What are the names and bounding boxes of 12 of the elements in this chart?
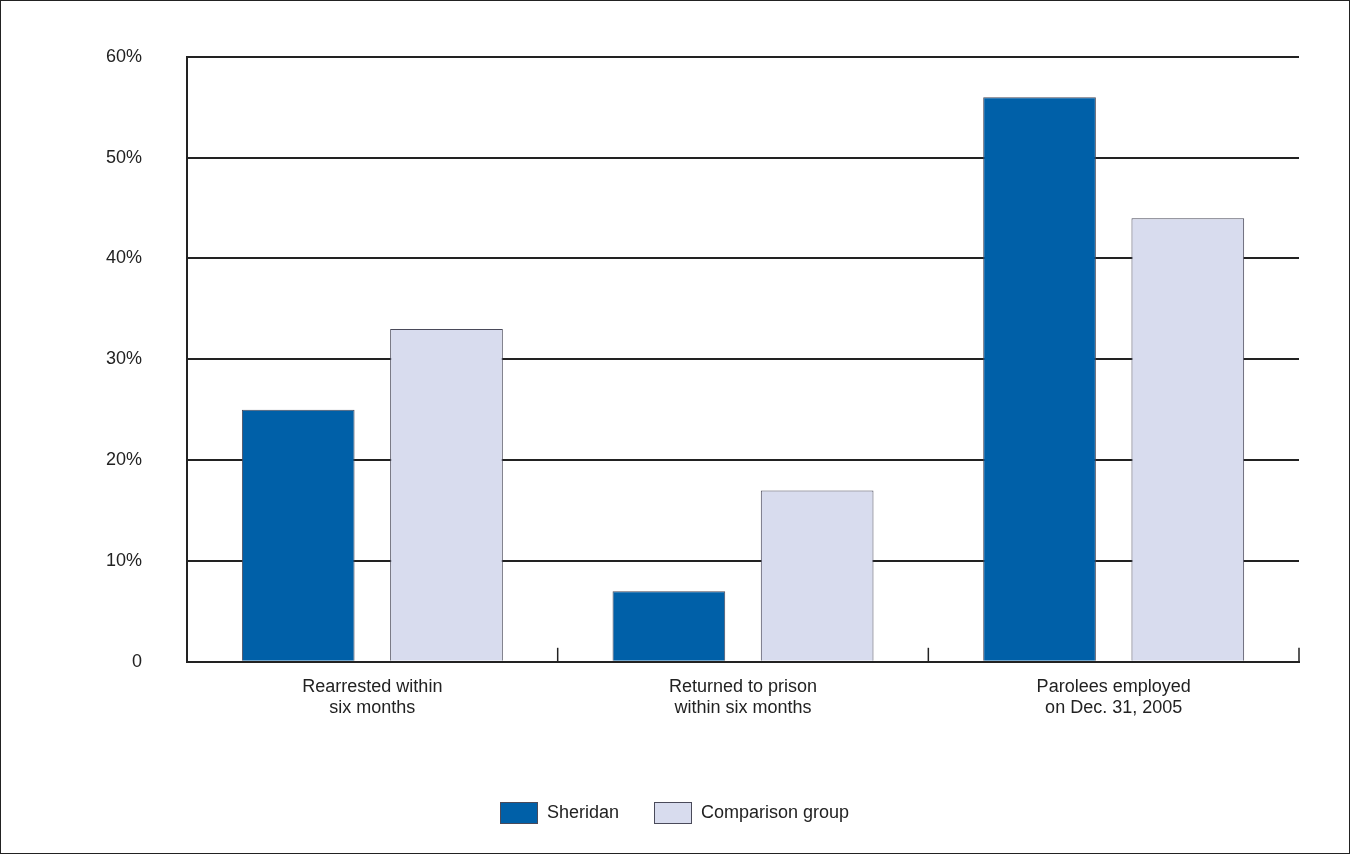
y-tick-label: 20%: [106, 449, 143, 470]
legend-label: Comparison group: [700, 802, 850, 823]
y-tick-label: 0: [132, 650, 143, 671]
y-tick-label: 10%: [106, 549, 143, 570]
x-tick-label: Rearrested within six months: [302, 675, 443, 718]
y-tick-label: 30%: [106, 348, 143, 369]
x-tick-label: Returned to prison within six months: [668, 675, 818, 718]
x-tick-label: Parolees employed on Dec. 31, 2005: [1036, 675, 1191, 718]
y-tick-label: 50%: [106, 146, 143, 167]
legend-label: Sheridan: [546, 802, 619, 823]
y-tick-label: 60%: [106, 45, 143, 66]
y-tick-label: 40%: [106, 247, 143, 268]
